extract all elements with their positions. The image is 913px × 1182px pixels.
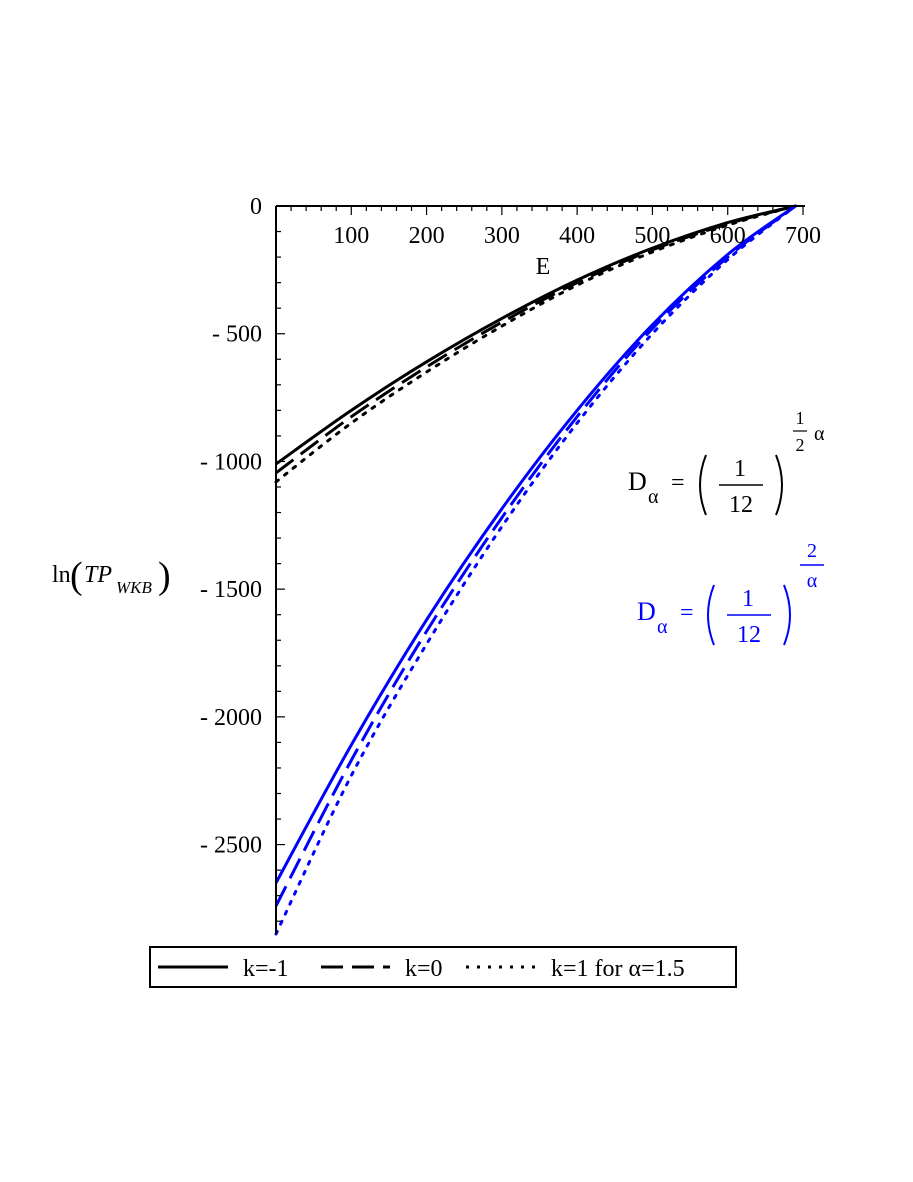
anno2-base: D xyxy=(637,597,656,626)
y-tick-label: - 500 xyxy=(212,322,262,348)
anno1-sub: α xyxy=(648,486,659,508)
anno1-exp-den: 2 xyxy=(796,435,805,455)
legend-label-2: k=1 for α=1.5 xyxy=(551,956,685,982)
x-tick-label: 200 xyxy=(409,223,445,249)
y-tick-label: - 1000 xyxy=(200,449,262,475)
anno1-exp-num: 1 xyxy=(796,408,805,428)
series-line-3 xyxy=(274,204,797,884)
anno2-num: 1 xyxy=(742,586,754,612)
annotation-formula-1: D α = 1 12 1 2 α xyxy=(628,408,825,518)
anno2-sub: α xyxy=(657,616,668,638)
x-tick-label: 400 xyxy=(559,223,595,249)
legend-box xyxy=(149,946,737,988)
series-line-2 xyxy=(274,204,797,484)
x-tick-label: 700 xyxy=(785,223,821,249)
ticks-layer: 100 200 300 400 500 600 700 0 - 500 - 1000 - 1500 -… xyxy=(200,194,821,922)
anno1-exp-tail: α xyxy=(814,423,825,445)
anno1-num: 1 xyxy=(734,456,746,482)
anno2-den: 12 xyxy=(737,622,761,648)
y-axis-label-main: TP xyxy=(84,562,112,588)
anno2-paren-open xyxy=(707,584,715,646)
anno2-exp-den: α xyxy=(807,570,818,592)
y-axis-label-paren-open: ( xyxy=(70,555,83,597)
y-tick-label: - 1500 xyxy=(200,577,262,603)
anno2-exp-num: 2 xyxy=(807,540,817,562)
y-axis-label-subscript: WKB xyxy=(116,578,153,597)
x-axis-label: E xyxy=(536,254,551,280)
x-tick-label: 600 xyxy=(710,223,746,249)
anno1-eq: = xyxy=(671,470,685,496)
legend: k=-1 k=0 k=1 for α=1.5 xyxy=(149,946,737,988)
anno1-paren-open xyxy=(699,454,707,516)
anno1-base: D xyxy=(628,467,647,496)
x-tick-label: 500 xyxy=(634,223,670,249)
x-tick-label: 100 xyxy=(333,223,369,249)
y-tick-label: - 2500 xyxy=(200,833,262,859)
axes-layer xyxy=(275,205,805,934)
legend-label-0: k=-1 xyxy=(243,956,289,982)
anno2-eq: = xyxy=(680,600,694,626)
anno2-paren-close xyxy=(783,584,791,646)
anno1-paren-close xyxy=(775,454,783,516)
y-axis-label-prefix: ln xyxy=(52,562,71,588)
curves-layer xyxy=(274,204,797,936)
y-axis-label: ln ( TP WKB ) xyxy=(52,555,171,597)
x-tick-label: 300 xyxy=(484,223,520,249)
series-line-5 xyxy=(274,204,797,936)
y-tick-label: 0 xyxy=(250,194,262,220)
annotation-formula-2: D α = 1 12 2 α xyxy=(637,540,824,648)
y-axis-label-paren-close: ) xyxy=(158,555,171,597)
y-tick-label: - 2000 xyxy=(200,705,262,731)
legend-label-1: k=0 xyxy=(405,956,443,982)
anno1-den: 12 xyxy=(729,492,753,518)
series-line-4 xyxy=(274,204,797,907)
